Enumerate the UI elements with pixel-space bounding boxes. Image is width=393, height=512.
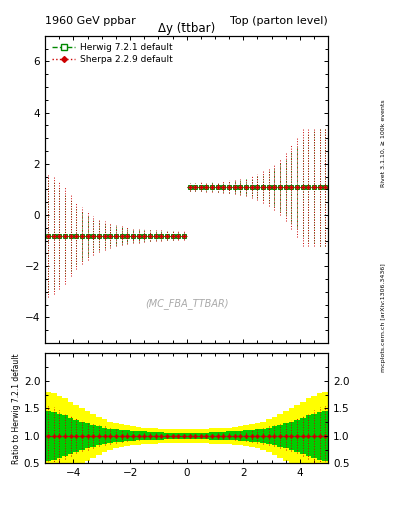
Text: Top (parton level): Top (parton level) <box>230 16 328 27</box>
Legend: Herwig 7.2.1 default, Sherpa 2.2.9 default: Herwig 7.2.1 default, Sherpa 2.2.9 defau… <box>50 40 175 67</box>
Text: (MC_FBA_TTBAR): (MC_FBA_TTBAR) <box>145 297 228 309</box>
Text: 1960 GeV ppbar: 1960 GeV ppbar <box>45 16 136 27</box>
Text: Rivet 3.1.10, ≥ 100k events: Rivet 3.1.10, ≥ 100k events <box>381 99 386 187</box>
Text: mcplots.cern.ch [arXiv:1306.3436]: mcplots.cern.ch [arXiv:1306.3436] <box>381 263 386 372</box>
Y-axis label: Ratio to Herwig 7.2.1 default: Ratio to Herwig 7.2.1 default <box>12 353 21 464</box>
Title: Δy (t̄tbar): Δy (t̄tbar) <box>158 22 215 35</box>
